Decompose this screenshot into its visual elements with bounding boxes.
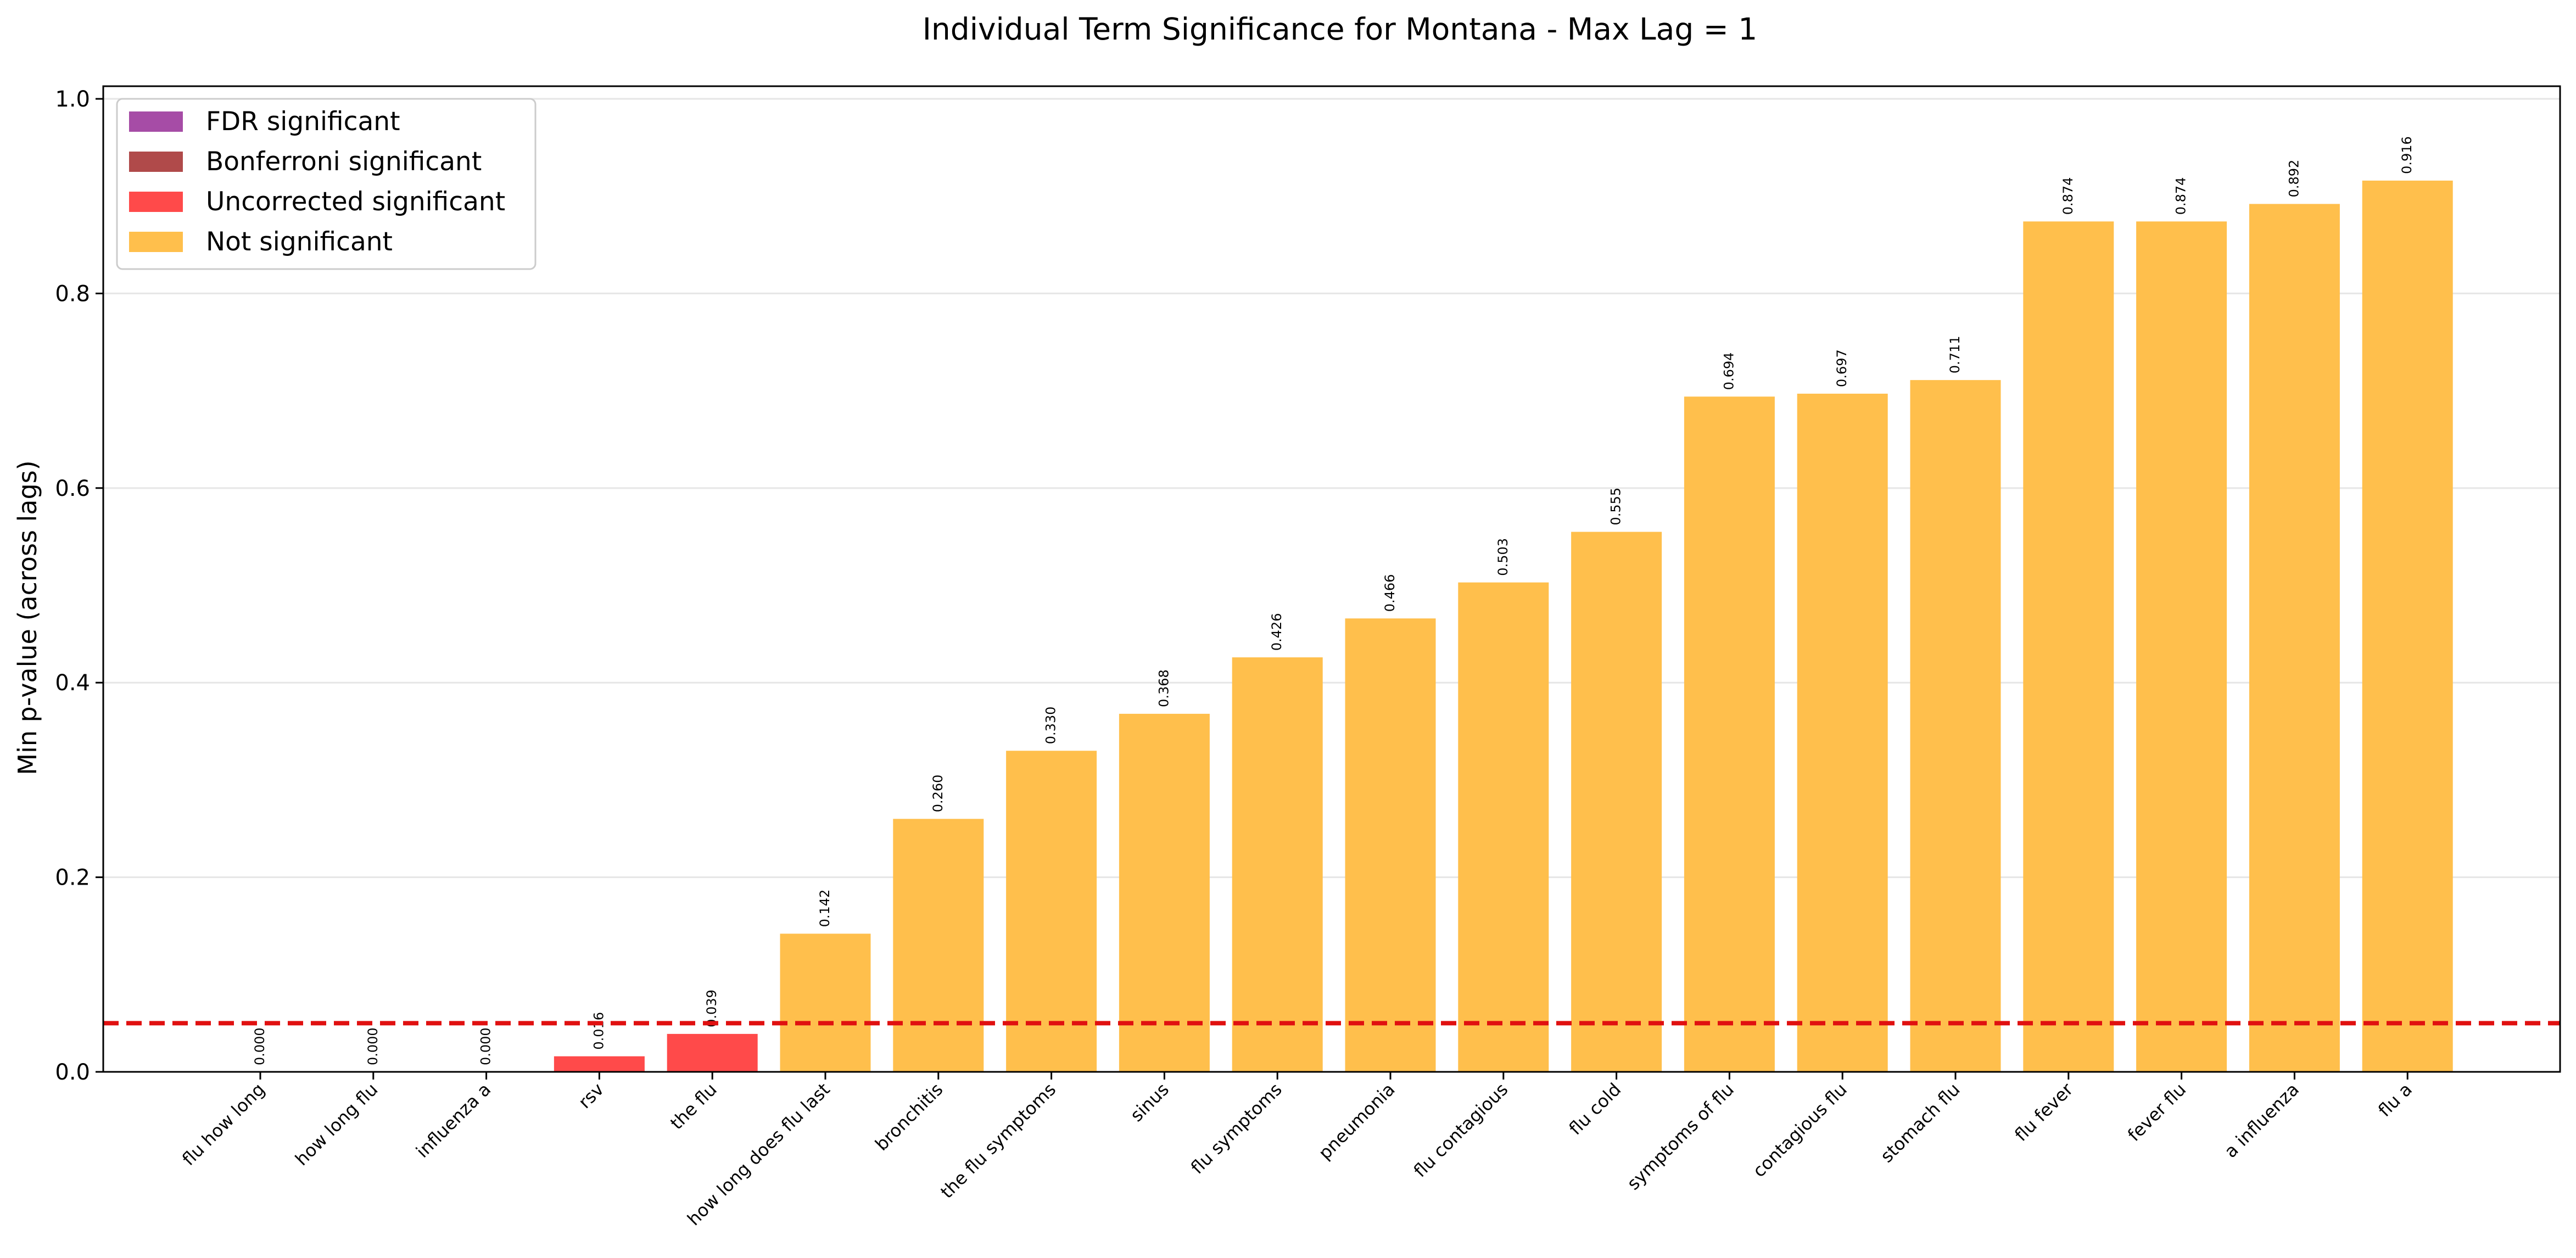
data-label: 0.892 xyxy=(2286,160,2301,198)
bar xyxy=(2249,204,2340,1072)
x-tick-label: symptoms of flu xyxy=(1623,1079,1738,1194)
x-tick-label: the flu symptoms xyxy=(936,1079,1060,1203)
bar xyxy=(780,933,871,1072)
data-label: 0.503 xyxy=(1495,538,1511,576)
legend-box xyxy=(116,98,537,270)
bar xyxy=(1910,380,2001,1072)
x-tick-label: how long flu xyxy=(291,1079,382,1170)
legend-label: Uncorrected significant xyxy=(206,187,505,217)
legend-swatch xyxy=(129,192,183,212)
y-tick-label: 0.8 xyxy=(55,281,90,306)
legend-swatch xyxy=(129,232,183,252)
bar xyxy=(2023,221,2114,1072)
bar xyxy=(1797,393,1888,1072)
bar xyxy=(554,1056,645,1072)
x-tick-label: flu fever xyxy=(2010,1078,2077,1145)
data-label: 0.697 xyxy=(1834,349,1849,387)
data-label: 0.555 xyxy=(1608,488,1624,525)
x-tick-label: contagious flu xyxy=(1748,1079,1851,1182)
data-label: 0.260 xyxy=(930,775,946,813)
chart-title: Individual Term Significance for Montana… xyxy=(923,12,1758,47)
x-tick-label: flu a xyxy=(2374,1079,2416,1121)
x-tick-label: sinus xyxy=(1126,1079,1173,1126)
bar xyxy=(1006,751,1097,1072)
bar xyxy=(1458,582,1549,1072)
legend-swatch xyxy=(129,152,183,172)
data-label: 0.711 xyxy=(1947,336,1963,373)
x-tick-label: fever flu xyxy=(2124,1079,2190,1145)
y-tick-label: 0.0 xyxy=(55,1060,90,1085)
data-label: 0.426 xyxy=(1269,613,1284,651)
y-axis-ticks: 0.0 0.2 0.4 0.6 0.8 1.0 xyxy=(55,87,103,1085)
data-label: 0.874 xyxy=(2173,177,2189,215)
plot-frame xyxy=(102,85,2561,1073)
y-tick-label: 1.0 xyxy=(55,87,90,112)
legend-swatch xyxy=(129,111,183,132)
bar xyxy=(2362,180,2453,1072)
x-tick-label: pneumonia xyxy=(1314,1079,1399,1164)
x-tick-label: a influenza xyxy=(2220,1079,2303,1162)
legend-label: Not significant xyxy=(206,227,393,257)
x-axis-ticks: flu how long how long flu influenza a rsv th… xyxy=(178,1072,2416,1229)
bar xyxy=(1684,396,1775,1072)
data-label: 0.330 xyxy=(1043,707,1059,745)
x-tick-label: the flu xyxy=(666,1079,721,1134)
data-label: 0.916 xyxy=(2399,136,2415,174)
y-tick-label: 0.4 xyxy=(55,670,90,696)
bar xyxy=(667,1033,758,1072)
x-tick-label: flu cold xyxy=(1565,1079,1625,1139)
bar xyxy=(1345,618,1436,1072)
x-tick-label: flu symptoms xyxy=(1187,1079,1286,1178)
data-label: 0.874 xyxy=(2060,177,2076,215)
x-tick-label: influenza a xyxy=(412,1079,495,1162)
data-label: 0.000 xyxy=(478,1027,494,1065)
y-tick-label: 0.6 xyxy=(55,476,90,501)
x-tick-label: stomach flu xyxy=(1876,1079,1964,1167)
x-tick-label: flu how long xyxy=(178,1079,269,1170)
data-label: 0.016 xyxy=(591,1012,606,1050)
bars xyxy=(554,180,2453,1072)
x-tick-label: bronchitis xyxy=(871,1079,947,1155)
legend-label: Bonferroni significant xyxy=(206,147,482,177)
x-tick-label: flu contagious xyxy=(1410,1079,1512,1182)
data-label: 0.694 xyxy=(1721,353,1736,390)
data-label: 0.142 xyxy=(817,890,832,927)
bar xyxy=(1571,532,1662,1072)
bar xyxy=(1119,713,1210,1072)
legend-label: FDR significant xyxy=(206,107,400,137)
data-label: 0.000 xyxy=(365,1027,381,1065)
data-label: 0.000 xyxy=(252,1027,267,1065)
y-tick-label: 0.2 xyxy=(55,865,90,891)
legend: FDR significant Bonferroni significant Unc… xyxy=(116,98,537,270)
x-tick-label: rsv xyxy=(574,1079,608,1112)
bar xyxy=(893,819,984,1072)
bar xyxy=(1232,657,1323,1072)
data-label: 0.368 xyxy=(1156,669,1171,707)
bar xyxy=(2136,221,2227,1072)
y-axis-label: Min p-value (across lags) xyxy=(13,460,42,775)
data-label: 0.466 xyxy=(1382,574,1398,612)
